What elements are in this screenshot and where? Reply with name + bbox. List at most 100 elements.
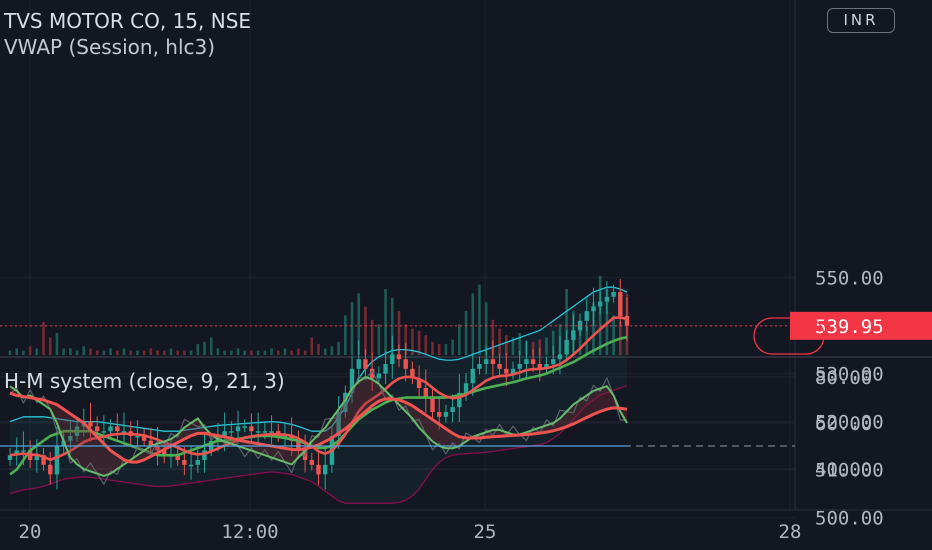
candle bbox=[356, 359, 361, 369]
candle bbox=[262, 431, 268, 433]
volume-bar bbox=[283, 348, 287, 355]
candle bbox=[537, 364, 543, 369]
candle bbox=[517, 364, 522, 369]
volume-bar bbox=[55, 333, 59, 355]
volume-bar bbox=[196, 344, 200, 355]
volume-bar bbox=[8, 350, 12, 355]
candle bbox=[457, 392, 462, 408]
time-axis-label: 12:00 bbox=[221, 521, 278, 543]
candle bbox=[437, 412, 442, 417]
volume-bar bbox=[116, 350, 119, 355]
volume-bar bbox=[323, 348, 327, 355]
vwap-indicator-label: VWAP (Session, hlc3) bbox=[4, 35, 216, 59]
candle bbox=[376, 373, 382, 379]
candle bbox=[108, 426, 113, 432]
candle bbox=[571, 330, 576, 340]
price-axis-label: 530.00 bbox=[815, 364, 884, 386]
volume-bar bbox=[551, 330, 555, 355]
volume-bar bbox=[142, 350, 146, 355]
candle bbox=[624, 316, 630, 326]
volume-bar bbox=[444, 344, 448, 355]
volume-bar bbox=[565, 289, 568, 355]
candle bbox=[470, 368, 475, 384]
candle bbox=[235, 426, 241, 432]
volume-bar bbox=[129, 350, 133, 355]
volume-bar bbox=[390, 297, 394, 355]
volume-bar bbox=[612, 315, 615, 355]
volume-bar bbox=[364, 306, 367, 355]
volume-bar bbox=[518, 333, 521, 355]
candle bbox=[48, 464, 53, 475]
volume-bar bbox=[109, 348, 112, 355]
candle bbox=[323, 464, 328, 475]
candle bbox=[597, 301, 603, 307]
volume-bar bbox=[337, 341, 340, 355]
volume-bar bbox=[243, 350, 247, 355]
volume-bar bbox=[377, 324, 381, 355]
volume-bar bbox=[498, 328, 501, 355]
volume-bar bbox=[451, 339, 454, 355]
candle bbox=[611, 292, 616, 297]
currency-button[interactable]: INR bbox=[827, 8, 895, 33]
volume-bar bbox=[223, 350, 226, 355]
volume-bar bbox=[370, 319, 374, 355]
candle bbox=[242, 426, 247, 428]
volume-bar bbox=[15, 348, 19, 355]
volume-bar bbox=[464, 311, 468, 355]
volume-bar bbox=[189, 350, 193, 355]
candle bbox=[497, 364, 502, 369]
candle bbox=[188, 464, 194, 467]
last-price-label: 539.95 bbox=[815, 316, 884, 338]
candle bbox=[551, 359, 556, 364]
candle bbox=[369, 368, 375, 379]
volume-bar bbox=[263, 350, 267, 355]
candle bbox=[121, 431, 127, 433]
candle bbox=[483, 359, 489, 364]
vwap-line bbox=[9, 335, 628, 476]
candle bbox=[544, 364, 549, 369]
volume-bar bbox=[578, 324, 582, 355]
volume-bar bbox=[592, 302, 595, 355]
candle bbox=[477, 364, 482, 369]
vwap-lower-band bbox=[9, 384, 628, 504]
candle bbox=[162, 450, 167, 456]
volume-bar bbox=[310, 337, 314, 355]
last-price-badge bbox=[790, 311, 932, 340]
volume-bar bbox=[350, 302, 354, 355]
candle bbox=[115, 426, 120, 432]
volume-bar bbox=[209, 337, 213, 355]
candle bbox=[21, 450, 26, 452]
volume-bar bbox=[48, 337, 52, 355]
candle bbox=[510, 368, 516, 374]
candle bbox=[504, 368, 509, 374]
candle bbox=[316, 464, 321, 475]
volume-bar bbox=[176, 350, 179, 355]
volume-bar bbox=[545, 337, 548, 355]
price-axis-label: 550.00 bbox=[815, 268, 884, 290]
volume-bar bbox=[397, 311, 401, 355]
candle bbox=[141, 436, 147, 441]
candle bbox=[423, 388, 429, 398]
volume-bar bbox=[35, 348, 39, 355]
candle bbox=[524, 359, 529, 364]
volume-bar bbox=[236, 348, 240, 355]
candle bbox=[41, 455, 46, 465]
osc-slow-line bbox=[9, 391, 628, 464]
candle bbox=[54, 445, 60, 475]
volume-bar bbox=[424, 335, 428, 355]
candle bbox=[7, 455, 13, 460]
candle bbox=[229, 431, 234, 433]
volume-bar bbox=[149, 348, 153, 355]
candle bbox=[430, 397, 435, 412]
volume-bar bbox=[250, 350, 253, 355]
volume-bar bbox=[303, 350, 307, 355]
volume-bar bbox=[89, 348, 92, 355]
volume-bar bbox=[122, 348, 126, 355]
time-axis-label: 20 bbox=[19, 521, 42, 543]
candle bbox=[14, 450, 19, 456]
candle bbox=[155, 445, 160, 451]
volume-bar bbox=[384, 289, 387, 355]
volume-bar bbox=[62, 348, 65, 355]
candle bbox=[88, 421, 93, 427]
